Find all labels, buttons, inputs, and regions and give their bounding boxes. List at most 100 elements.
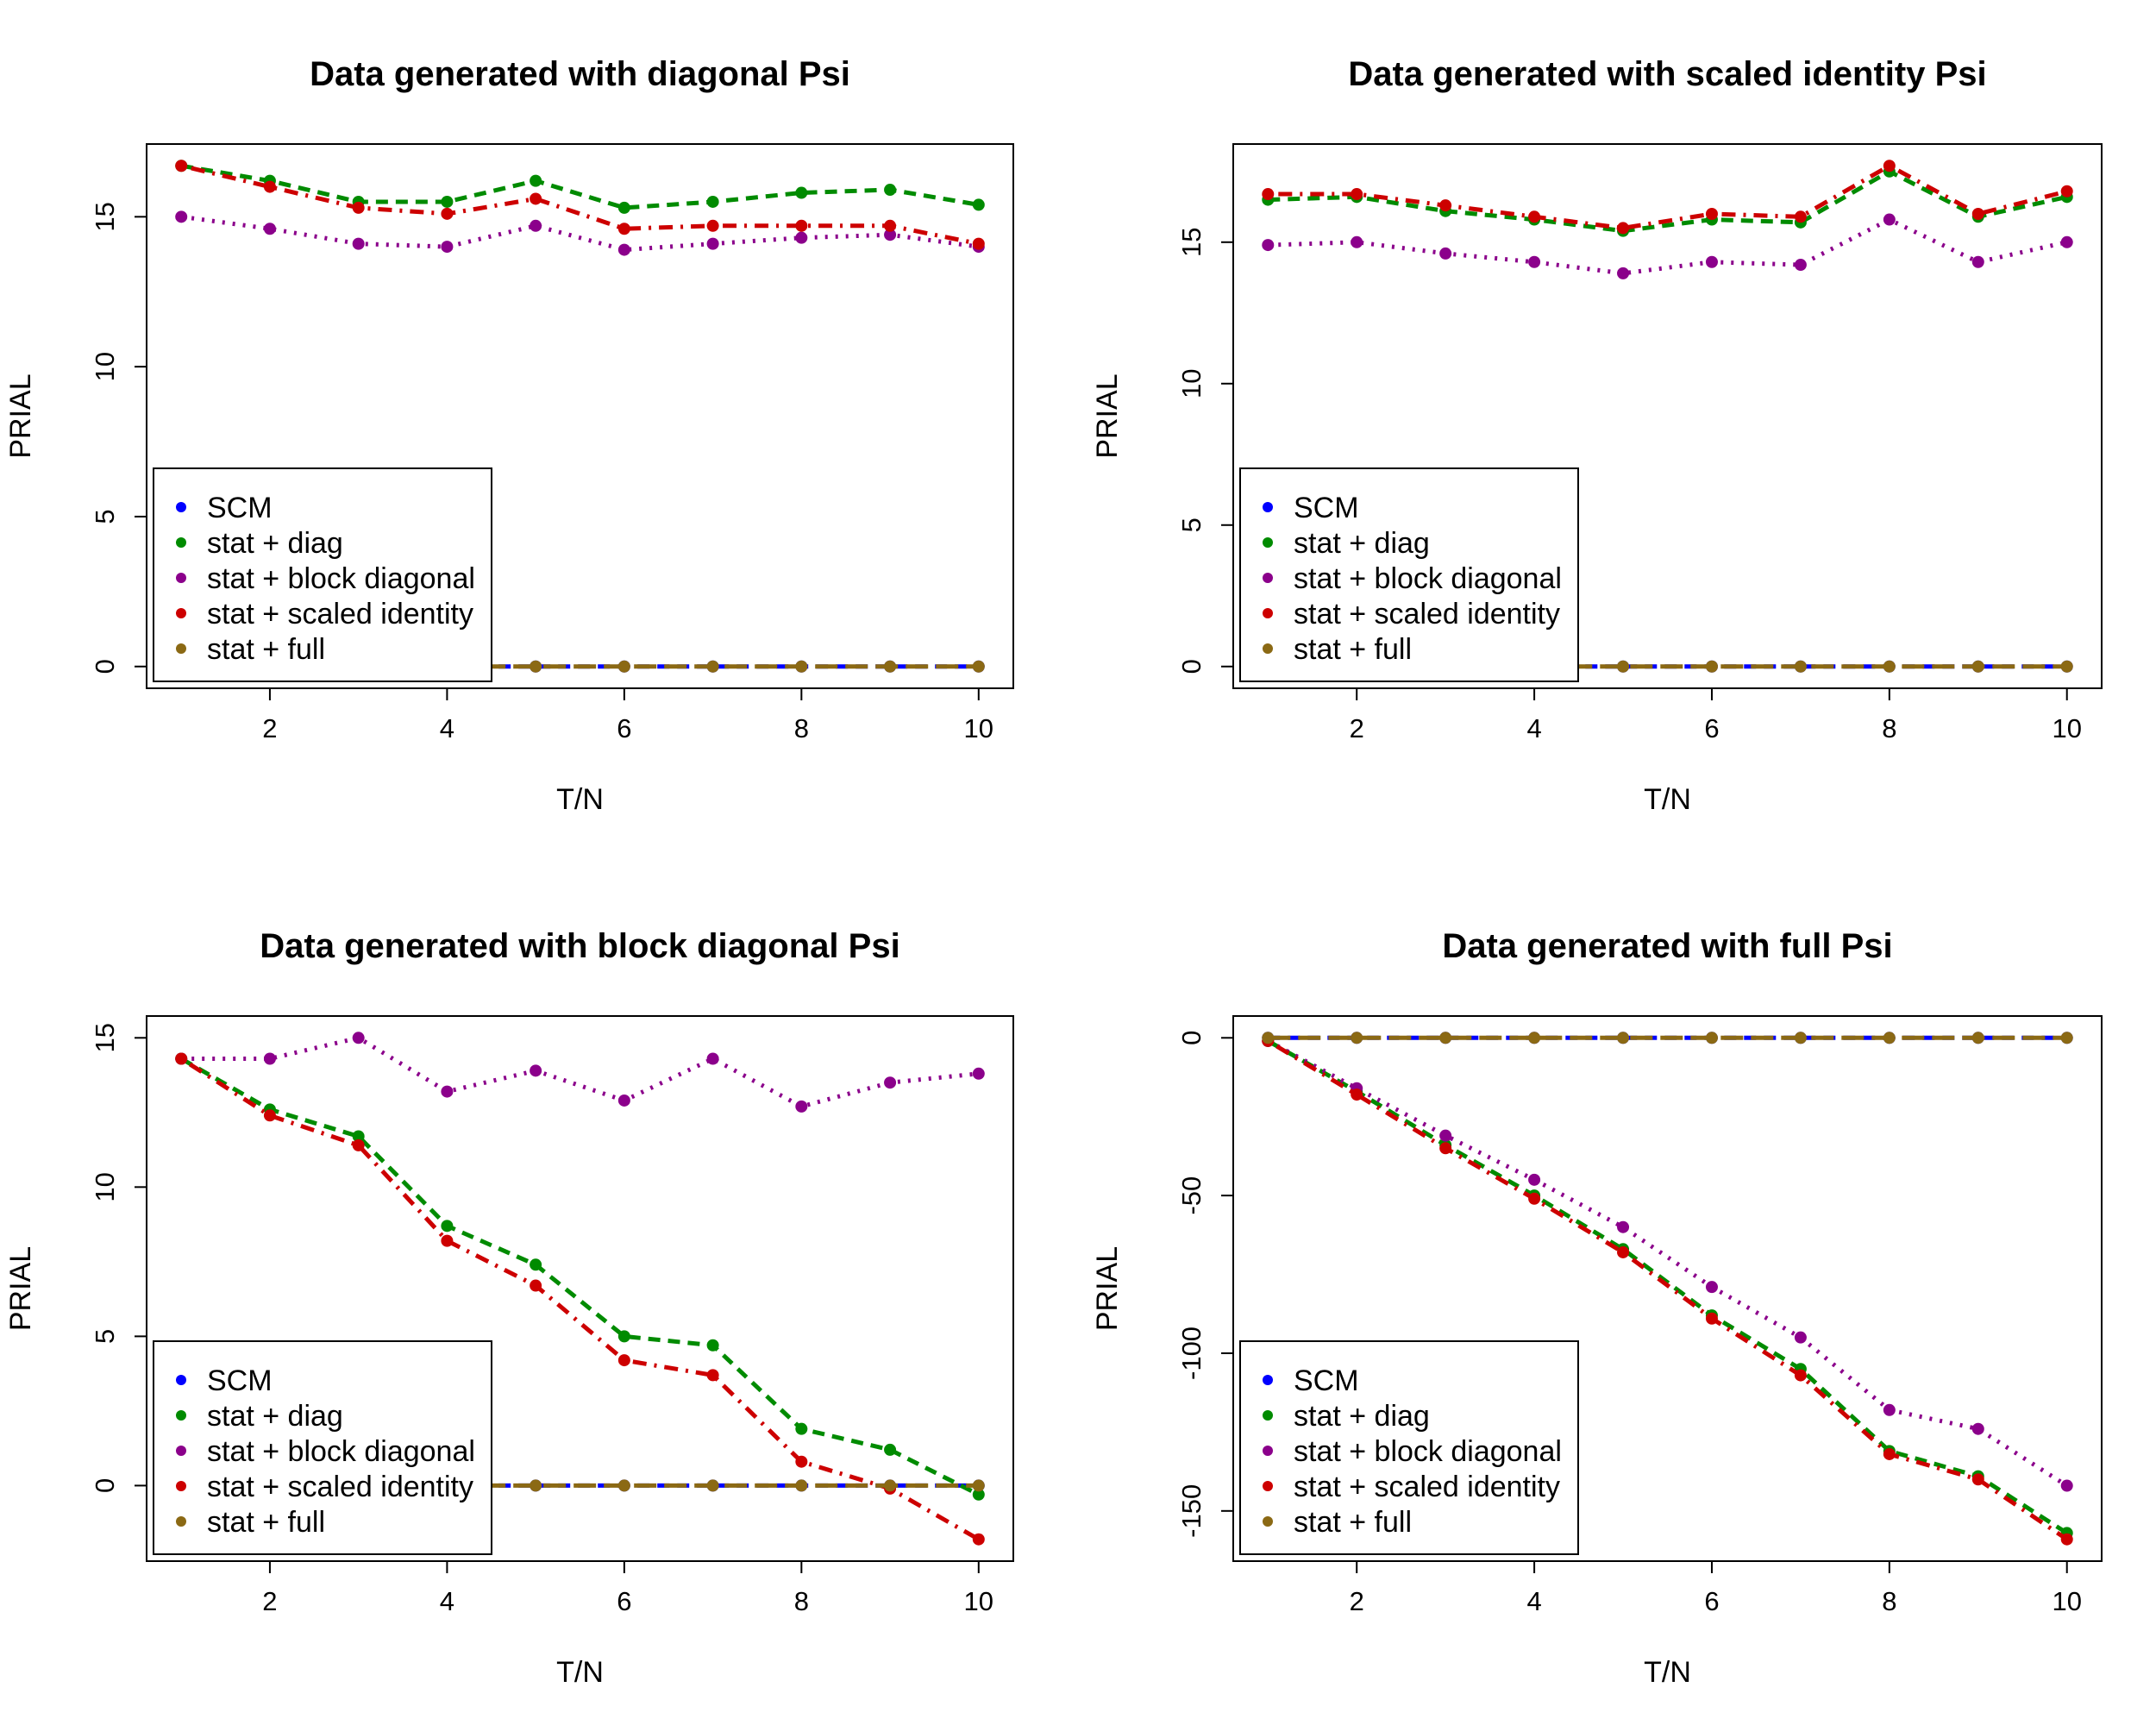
data-point <box>884 229 897 242</box>
legend-label: stat + diag <box>207 1400 343 1433</box>
legend-marker <box>1263 573 1273 583</box>
x-tick-label: 2 <box>262 713 277 743</box>
data-point <box>530 1258 542 1271</box>
data-point <box>795 660 808 673</box>
data-point <box>1351 188 1363 201</box>
y-axis-label: PRIAL <box>4 373 37 458</box>
data-point <box>795 231 808 244</box>
data-point <box>1262 239 1275 252</box>
data-point <box>1705 255 1718 268</box>
y-tick-label: -100 <box>1176 1327 1206 1380</box>
legend-label: stat + block diagonal <box>207 562 475 595</box>
x-axis-label: T/N <box>556 1656 604 1689</box>
data-point <box>1883 1447 1896 1460</box>
y-tick-label: 10 <box>1176 369 1206 398</box>
x-tick-label: 10 <box>2052 1586 2081 1616</box>
y-axis-label: PRIAL <box>1091 1246 1124 1331</box>
x-axis-label: T/N <box>556 783 604 816</box>
data-point <box>530 219 542 232</box>
data-point <box>352 201 365 214</box>
data-point <box>972 198 985 211</box>
legend-marker <box>176 643 186 654</box>
data-point <box>1439 1129 1452 1142</box>
x-tick-label: 8 <box>794 713 809 743</box>
data-point <box>1883 160 1896 172</box>
legend-label: stat + scaled identity <box>1294 598 1560 630</box>
x-tick-label: 2 <box>262 1586 277 1616</box>
legend-label: stat + diag <box>1294 1400 1430 1433</box>
data-point <box>617 660 630 673</box>
data-point <box>617 1330 630 1343</box>
legend-label: stat + full <box>207 633 325 666</box>
y-axis-label: PRIAL <box>1091 373 1124 458</box>
data-point <box>1705 207 1718 220</box>
y-tick-label: 15 <box>1176 228 1206 257</box>
data-point <box>1528 1032 1541 1044</box>
x-tick-label: 10 <box>2052 713 2081 743</box>
panel-2: Data generated with scaled identity Psi 2… <box>1091 55 2103 816</box>
data-point <box>1971 1473 1984 1486</box>
data-point <box>1883 1032 1896 1044</box>
data-point <box>175 210 188 223</box>
legend-marker <box>1263 608 1273 618</box>
data-point <box>1971 660 1984 673</box>
data-point <box>706 219 719 232</box>
legend-label: stat + full <box>1294 1506 1412 1539</box>
data-point <box>706 660 719 673</box>
series-line <box>180 163 980 210</box>
series-line <box>1268 163 2068 230</box>
data-point <box>1794 1032 1807 1044</box>
legend-label: SCM <box>1294 492 1359 524</box>
legend-marker <box>1263 1410 1273 1421</box>
y-tick-label: 5 <box>1176 518 1206 532</box>
legend-marker <box>1263 537 1273 548</box>
data-point <box>972 1479 985 1492</box>
series-line <box>181 1035 980 1109</box>
data-point <box>706 1339 719 1352</box>
data-point <box>617 223 630 235</box>
data-point <box>1883 1403 1896 1416</box>
chart-title: Data generated with full Psi <box>1442 927 1892 965</box>
data-point <box>263 223 276 235</box>
legend-box <box>1239 1340 1579 1555</box>
data-point <box>795 186 808 199</box>
data-point <box>352 1138 365 1151</box>
legend-marker <box>176 573 186 583</box>
data-point <box>1883 213 1896 226</box>
x-tick-label: 10 <box>964 713 993 743</box>
data-point <box>617 243 630 256</box>
data-point <box>617 1354 630 1367</box>
legend-marker <box>176 1481 186 1491</box>
data-point <box>441 241 454 254</box>
data-point <box>530 192 542 205</box>
data-point <box>795 1422 808 1435</box>
data-point <box>1971 1422 1984 1435</box>
data-point <box>175 160 188 172</box>
x-axis-label: T/N <box>1644 783 1691 816</box>
data-point <box>175 1052 188 1065</box>
data-point <box>530 1279 542 1292</box>
x-tick-label: 4 <box>440 1586 454 1616</box>
data-point <box>1705 1281 1718 1294</box>
data-point <box>352 1032 365 1044</box>
data-point <box>617 1094 630 1107</box>
legend-label: stat + scaled identity <box>1294 1471 1560 1503</box>
data-point <box>972 1067 985 1080</box>
x-tick-label: 2 <box>1350 1586 1364 1616</box>
y-tick-label: -150 <box>1176 1484 1206 1538</box>
series-stat-full <box>1262 1032 2073 1044</box>
x-tick-label: 8 <box>1882 713 1896 743</box>
legend-label: stat + block diagonal <box>1294 1435 1562 1468</box>
x-tick-label: 4 <box>1526 713 1541 743</box>
panel-1: Data generated with diagonal Psi 2 4 6 8 10 T/… <box>4 55 1014 816</box>
x-tick-label: 6 <box>617 1586 631 1616</box>
chart-title: Data generated with diagonal Psi <box>310 55 850 93</box>
data-point <box>1883 660 1896 673</box>
legend-marker <box>176 537 186 548</box>
data-point <box>1528 1173 1541 1186</box>
panel-4: Data generated with full Psi 2 4 6 8 10 T/N 0 -5… <box>1091 927 2103 1689</box>
legend-marker <box>1263 1375 1273 1385</box>
data-point <box>1439 1032 1452 1044</box>
series-stat-diag <box>175 160 985 214</box>
